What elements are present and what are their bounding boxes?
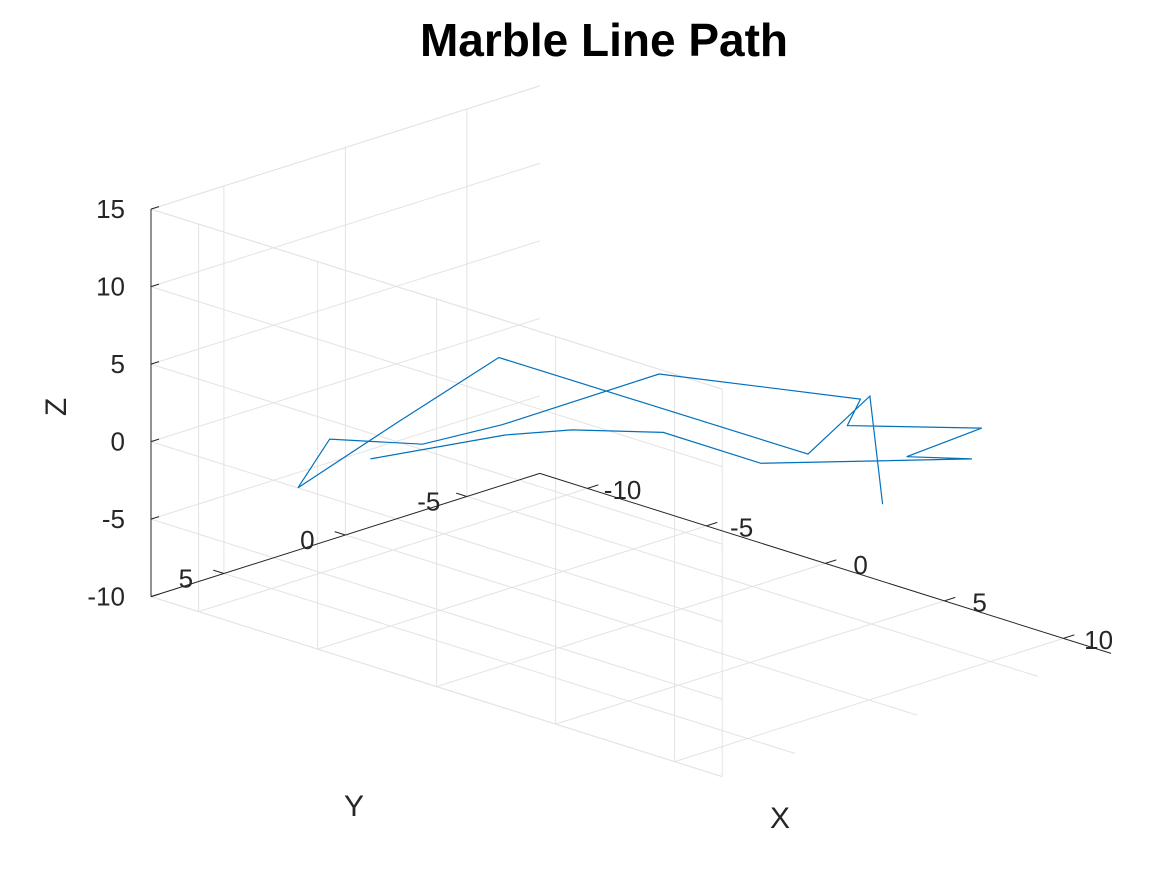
grid-layer [150,85,1064,778]
z-tick-label: -10 [87,582,125,612]
z-tick-label: 5 [111,349,125,379]
x-tick-label: -5 [730,513,753,543]
gridline-z-back [150,441,723,623]
plane-edge [150,208,723,390]
gridline-z-side [150,395,540,520]
gridline-z-back [150,286,723,468]
y-tick-label: 5 [179,564,193,594]
y-tick-mark [456,492,468,497]
x-axis-label: X [770,802,790,835]
z-tick-mark [150,206,160,210]
y-tick-label: -5 [417,487,440,517]
x-tick-mark [706,521,718,527]
gridline-z-side [150,317,540,443]
x-tick-mark [944,596,956,602]
x-tick-mark [825,559,837,564]
x-tick-label: 0 [853,550,867,580]
x-tick-label: 10 [1084,625,1113,655]
y-tick-label: 0 [300,525,314,555]
z-tick-mark [150,283,160,288]
series-layer [297,356,983,505]
z-tick-mark [150,361,160,365]
plane-edge [150,85,540,210]
gridline-z-back [150,518,723,700]
z-tick-mark [150,438,160,443]
gridline-z-side [150,162,540,288]
axis-layer [150,206,1112,654]
z-tick-label: 0 [111,427,125,457]
gridline-y-floor [345,534,917,716]
x-tick-mark [587,484,599,489]
y-axis-label: Y [344,790,364,823]
gridline-z-back [150,363,723,545]
gridline-y-floor [466,496,1039,677]
gridline-z-side [150,240,540,365]
x-tick-mark [1063,634,1075,639]
x-tick-label: -10 [604,475,642,505]
z-tick-mark [150,593,160,598]
z-tick-label: -5 [102,504,125,534]
x-tick-label: 5 [972,588,986,618]
z-axis-label: Z [40,398,73,416]
series-line-0 [297,356,983,505]
y-tick-mark [334,531,346,536]
tick-label-layer: -10 -5 0 5 10 -5 0 5 -10 -5 0 5 10 15 [87,194,1113,655]
y-tick-mark [213,569,225,574]
z-tick-label: 15 [96,194,125,224]
chart-title: Marble Line Path [420,14,788,66]
gridline-y-floor [223,573,796,754]
z-tick-label: 10 [96,272,125,302]
z-tick-mark [150,516,160,520]
plane-edge [150,596,723,778]
